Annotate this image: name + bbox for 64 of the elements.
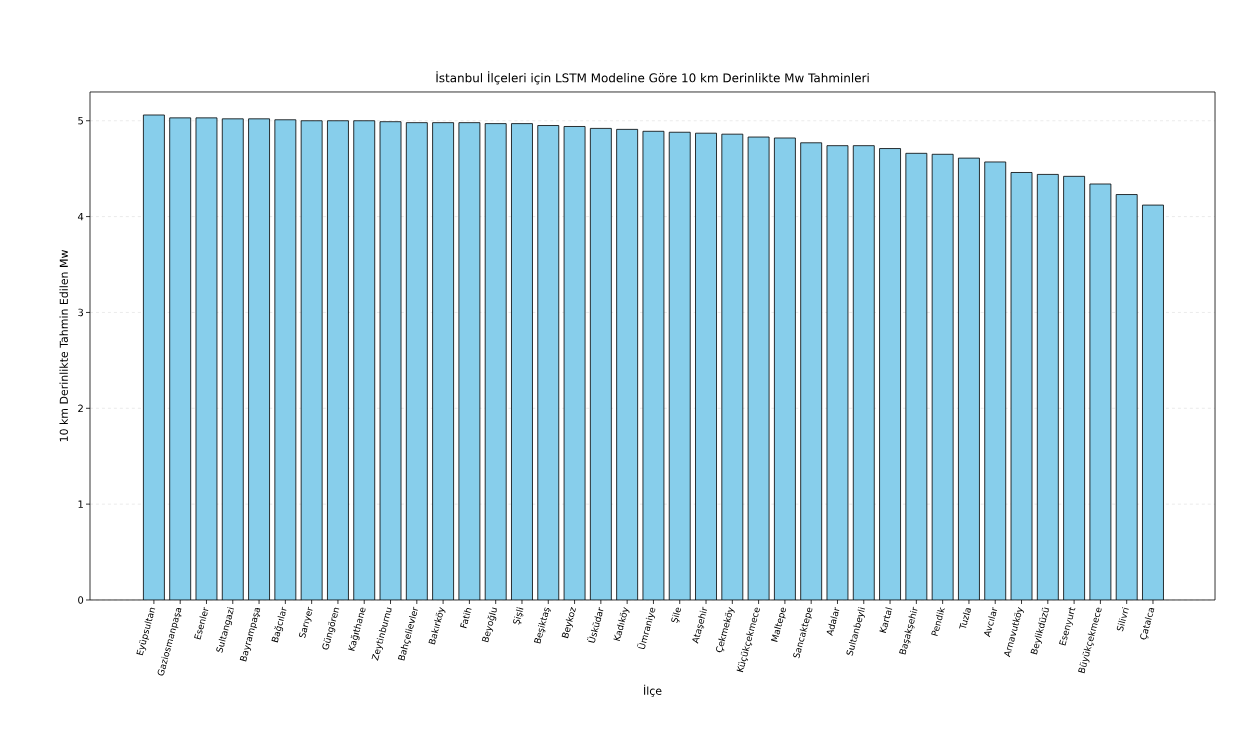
y-tick-label: 1 [78, 500, 83, 508]
bar [458, 122, 480, 600]
x-tick-label: Fatih [460, 608, 472, 629]
y-tick-label: 3 [78, 308, 84, 317]
x-tick-label: Pendik [931, 607, 945, 637]
x-tick-label: Avcılar [984, 606, 998, 638]
bar [1011, 172, 1033, 600]
bar [590, 128, 612, 600]
x-tick-label: Beyoğlu [481, 607, 498, 643]
bar [301, 120, 323, 600]
x-tick-label: Silivri [1116, 607, 1129, 632]
bar [274, 119, 296, 600]
bar [616, 129, 638, 600]
y-tick-label: 2 [78, 404, 83, 412]
bar [774, 137, 796, 600]
bar [222, 118, 244, 600]
x-tick-label: Kartal [879, 607, 893, 633]
bar [353, 120, 375, 600]
bar [485, 123, 507, 600]
bar [327, 120, 349, 600]
bar [669, 132, 691, 600]
y-tick-label: 0 [78, 596, 84, 604]
x-tick-label: Esenler [194, 606, 209, 640]
bar [1089, 184, 1111, 600]
bar [195, 117, 217, 600]
bar [642, 131, 664, 600]
x-tick-label: Beykoz [561, 607, 576, 639]
bar [537, 125, 559, 600]
bar [853, 145, 875, 600]
bar [905, 153, 927, 600]
bar [1142, 204, 1164, 600]
bar [380, 121, 402, 600]
bar [169, 117, 191, 600]
bar [1037, 174, 1059, 600]
bar [721, 134, 743, 600]
bar [984, 161, 1006, 600]
x-axis-title: İlçe [644, 684, 662, 697]
bar [748, 137, 770, 600]
bar [958, 158, 980, 600]
bar [695, 133, 717, 600]
x-tick-label: Ataşehir [692, 606, 708, 644]
bar [143, 114, 165, 600]
y-tick-label: 4 [77, 212, 84, 221]
bar [932, 154, 954, 600]
bar [1063, 176, 1085, 600]
bar [564, 126, 586, 600]
x-tick-label: Çatalca [1140, 607, 1155, 640]
x-tick-label: Adalar [826, 606, 840, 637]
y-tick-label: 5 [78, 117, 83, 125]
bar [879, 148, 901, 600]
chart-title: İstanbul İlçeleri için LSTM Modeline Göre 10 km Derinlikte Mw Tahminleri [436, 71, 869, 85]
bar [406, 122, 428, 600]
bar [1116, 194, 1138, 600]
y-axis-title: 10 km Derinlikte Tahmin Edilen Mw [59, 250, 68, 442]
x-tick-label: Sarıyer [299, 606, 313, 639]
x-tick-label: Maltepe [770, 607, 786, 642]
bar [432, 122, 454, 600]
bar [826, 145, 848, 600]
bar [800, 142, 822, 600]
bar [511, 123, 533, 600]
x-tick-label: Tuzla [959, 608, 972, 629]
x-tick-label: Şişli [513, 607, 524, 625]
x-tick-label: Şile [671, 607, 681, 623]
bar [248, 118, 270, 600]
